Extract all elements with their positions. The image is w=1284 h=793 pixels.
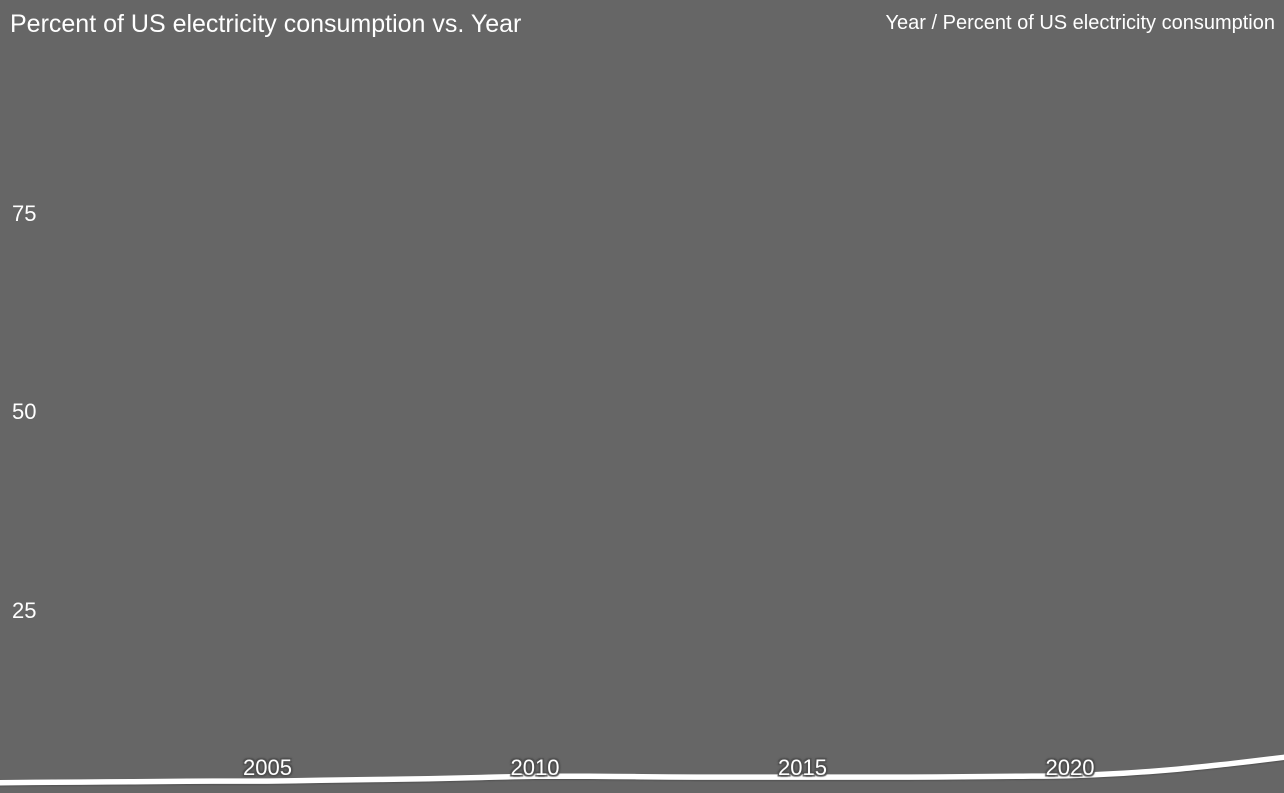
chart-title: Percent of US electricity consumption vs… xyxy=(10,10,522,38)
series-line xyxy=(0,754,1284,786)
x-tick-label: 2010 xyxy=(510,755,560,780)
y-tick-label: 75 xyxy=(12,201,37,227)
x-tick-label: 2015 xyxy=(778,755,827,780)
x-tick-label: 2005 xyxy=(243,755,292,780)
y-tick-label: 25 xyxy=(12,597,37,623)
axis-hint-label: Year / Percent of US electricity consump… xyxy=(885,12,1275,34)
y-tick-label: 50 xyxy=(12,399,37,425)
x-tick-label: 2020 xyxy=(1045,755,1095,780)
